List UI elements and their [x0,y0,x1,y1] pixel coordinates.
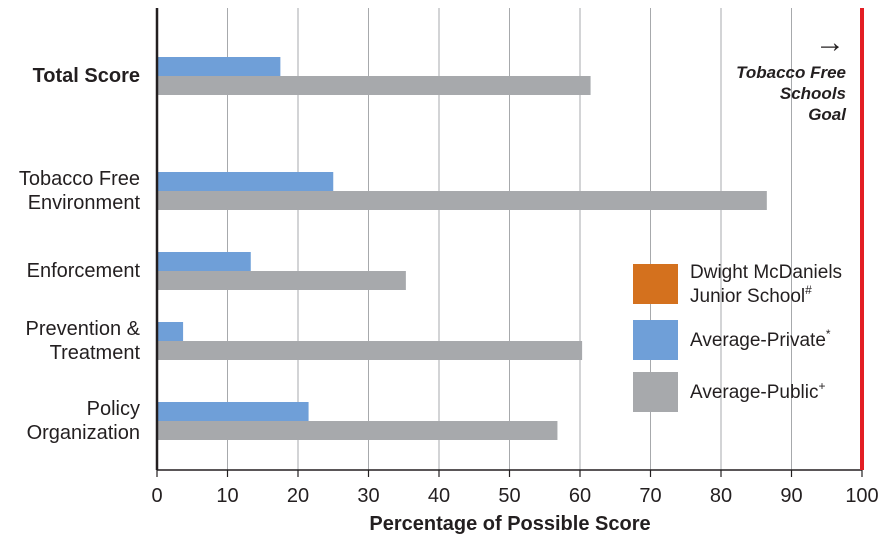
x-tick-label: 30 [357,485,379,507]
x-tick-label: 0 [151,485,162,507]
bar [157,76,591,95]
bar [157,252,251,271]
x-tick-label: 60 [569,485,591,507]
x-tick-label: 100 [845,485,878,507]
x-tick-label: 40 [428,485,450,507]
legend-label-superscript: # [805,283,812,297]
category-label: Organization [27,422,140,444]
category-label: Prevention & [25,318,140,340]
category-label: Total Score [33,65,140,87]
legend-label: Junior School# [690,283,812,307]
x-axis-title: Percentage of Possible Score [369,513,650,535]
legend-label: Average-Public+ [690,379,826,403]
bar [157,341,583,360]
bars [157,57,767,440]
goal-label: Tobacco Free [736,63,846,82]
goal-label: Schools [780,84,846,103]
x-tick-label: 50 [498,485,520,507]
legend-swatch [633,320,678,360]
legend-swatch [633,264,678,304]
x-tick-label: 10 [216,485,238,507]
x-tick-label: 70 [639,485,661,507]
bar [157,402,309,421]
legend-label: Average-Private* [690,327,831,351]
bar [157,172,334,191]
legend-label-superscript: + [819,379,826,393]
goal-label: Goal [808,105,847,124]
legend-label: Dwight McDaniels [690,262,842,283]
bar [157,421,558,440]
bar [157,191,767,210]
bar [157,57,281,76]
category-label: Treatment [50,342,141,364]
x-tick-label: 20 [287,485,309,507]
tick-labels: 0 10 20 30 40 50 60 70 80 90 100 [151,485,878,507]
legend-swatch [633,372,678,412]
x-tick-label: 90 [780,485,802,507]
category-label: Environment [28,192,141,214]
arrow-right-icon: → [815,26,845,59]
goal-annotation: → Tobacco Free Schools Goal [736,8,864,470]
bar [157,322,184,341]
category-label: Policy [87,398,140,420]
axes [155,8,863,477]
legend-label-superscript: * [826,327,831,341]
x-tick-label: 80 [710,485,732,507]
bar [157,271,406,290]
category-label: Tobacco Free [19,168,140,190]
category-label: Enforcement [27,260,141,282]
